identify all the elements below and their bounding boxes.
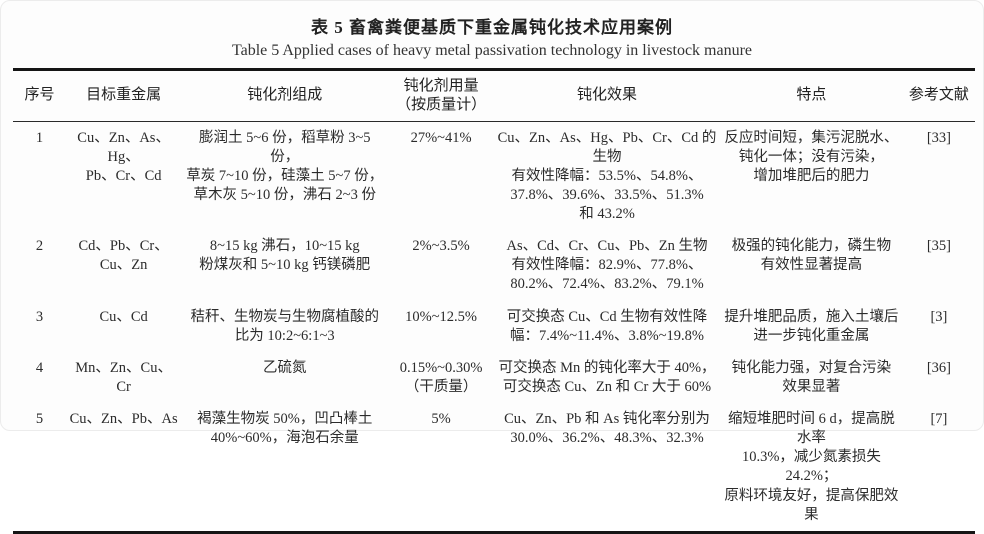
cell-passivator-composition: 乙硫氮 — [263, 359, 307, 376]
cell-effect: 可交换态 Cu、Cd 生物有效性降 幅：7.4%~11.4%、3.8%~19.8… — [506, 308, 708, 344]
col-header-passivator-composition: 钝化剂组成 — [181, 69, 389, 122]
cell-features: 反应时间短，集污泥脱水、 钝化一体；没有污染， 增加堆肥后的肥力 — [724, 129, 899, 184]
cell-dosage: 5% — [431, 411, 451, 427]
cell-index: 4 — [35, 359, 44, 376]
table-caption-en: Table 5 Applied cases of heavy metal pas… — [231, 42, 753, 59]
cell-passivator-composition: 膨润土 5~6 份，稻草粉 3~5 份， 草炭 7~10 份，硅藻土 5~7 份… — [186, 129, 384, 203]
table-row: 4 Mn、Zn、Cu、 Cr 乙硫氮 0.15%~0.30% （干质量） 可交换… — [13, 352, 975, 403]
cell-dosage: 27%~41% — [410, 129, 472, 146]
cell-features: 极强的钝化能力，磷生物 有效性显著提高 — [731, 238, 892, 274]
cell-target-metals: Cu、Cd — [99, 308, 148, 325]
cell-dosage: 2%~3.5% — [412, 238, 470, 255]
cell-passivator-composition: 8~15 kg 沸石，10~15 kg 粉煤灰和 5~10 kg 钙镁磷肥 — [199, 238, 371, 274]
col-header-reference: 参考文献 — [902, 69, 975, 122]
table-row: 5 Cu、Zn、Pb、As 褐藻生物炭 50%，凹凸棒土 40%~60%，海泡石… — [13, 403, 975, 532]
col-header-index: 序号 — [13, 69, 66, 122]
cell-index: 3 — [35, 308, 44, 325]
cell-index: 1 — [35, 129, 44, 146]
col-header-features: 特点 — [720, 69, 903, 122]
cell-effect: Cu、Zn、Pb 和 As 钝化率分别为 30.0%、36.2%、48.3%、3… — [504, 411, 710, 447]
cell-passivator-composition: 褐藻生物炭 50%，凹凸棒土 40%~60%，海泡石余量 — [197, 411, 373, 447]
cell-dosage: 10%~12.5% — [405, 308, 478, 325]
col-header-effect: 钝化效果 — [493, 69, 721, 122]
cell-effect: 可交换态 Mn 的钝化率大于 40%， 可交换态 Cu、Zn 和 Cr 大于 6… — [498, 359, 716, 395]
cell-reference: [35] — [926, 238, 951, 255]
cell-features: 提升堆肥品质，施入土壤后 进一步钝化重金属 — [724, 308, 899, 344]
cell-effect: As、Cd、Cr、Cu、Pb、Zn 生物 有效性降幅：82.9%、77.8%、 … — [506, 238, 708, 293]
col-header-target-metals: 目标重金属 — [65, 69, 182, 122]
cell-reference: [36] — [926, 359, 951, 376]
table-row: 3 Cu、Cd 秸秆、生物炭与生物腐植酸的 比为 10:2~6:1~3 10%~… — [13, 301, 975, 352]
cell-index: 2 — [35, 238, 44, 255]
cell-target-metals: Cu、Zn、Pb、As — [69, 411, 178, 427]
table-caption-cn: 表 5 畜禽粪便基质下重金属钝化技术应用案例 — [311, 18, 673, 37]
cell-effect: Cu、Zn、As、Hg、Pb、Cr、Cd 的生物 有效性降幅：53.5%、54.… — [497, 129, 717, 223]
cell-target-metals: Cu、Zn、As、Hg、 Pb、Cr、Cd — [77, 129, 170, 184]
cell-features: 缩短堆肥时间 6 d，提高脱水率 10.3%，减少氮素损失 24.2%； 原料环… — [724, 411, 899, 523]
cell-dosage: 0.15%~0.30% （干质量） — [399, 359, 483, 395]
cell-passivator-composition: 秸秆、生物炭与生物腐植酸的 比为 10:2~6:1~3 — [190, 308, 380, 344]
cell-reference: [3] — [930, 308, 948, 325]
cell-target-metals: Mn、Zn、Cu、 Cr — [75, 359, 172, 395]
table-row: 2 Cd、Pb、Cr、 Cu、Zn 8~15 kg 沸石，10~15 kg 粉煤… — [13, 230, 975, 300]
cell-reference: [33] — [926, 129, 951, 146]
col-header-dosage: 钝化剂用量 （按质量计） — [388, 69, 494, 122]
header-row: 序号 目标重金属 钝化剂组成 钝化剂用量 （按质量计） 钝化效果 特点 参考文献 — [13, 69, 975, 122]
cell-features: 钝化能力强，对复合污染 效果显著 — [731, 359, 892, 395]
cell-reference: [7] — [930, 411, 948, 427]
cell-index: 5 — [35, 411, 44, 427]
cell-target-metals: Cd、Pb、Cr、 Cu、Zn — [78, 238, 169, 274]
passivation-cases-table: 序号 目标重金属 钝化剂组成 钝化剂用量 （按质量计） 钝化效果 特点 参考文献… — [13, 68, 975, 534]
table-row: 1 Cu、Zn、As、Hg、 Pb、Cr、Cd 膨润土 5~6 份，稻草粉 3~… — [13, 121, 975, 230]
